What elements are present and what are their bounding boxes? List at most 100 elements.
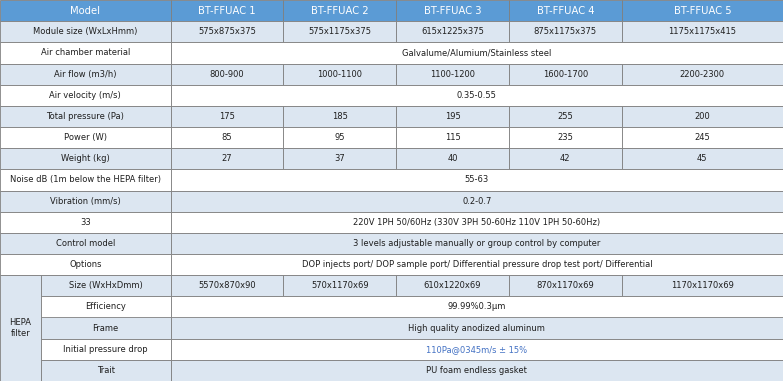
Text: Power (W): Power (W) (64, 133, 106, 142)
Bar (0, 64, 171, 85)
Bar (0, 169, 171, 190)
Bar (171, 64, 283, 85)
Text: Vibration (mm/s): Vibration (mm/s) (50, 197, 121, 206)
Bar (283, 21, 396, 42)
Bar (171, 21, 283, 42)
Text: Model: Model (70, 6, 100, 16)
Bar (283, 275, 396, 296)
Bar (622, 0, 783, 21)
Bar (0, 42, 171, 64)
Bar (171, 296, 783, 317)
Bar (171, 85, 783, 106)
Text: High quality anodized aluminum: High quality anodized aluminum (409, 323, 545, 333)
Text: DOP injects port/ DOP sample port/ Differential pressure drop test port/ Differe: DOP injects port/ DOP sample port/ Diffe… (301, 260, 652, 269)
Text: Noise dB (1m below the HEPA filter): Noise dB (1m below the HEPA filter) (10, 175, 161, 184)
Bar (171, 106, 283, 127)
Bar (0, 190, 171, 212)
Text: 570x1170x69: 570x1170x69 (311, 281, 369, 290)
Bar (509, 275, 622, 296)
Text: 37: 37 (334, 154, 345, 163)
Bar (0, 0, 171, 21)
Bar (0, 148, 171, 169)
Bar (171, 212, 783, 233)
Bar (396, 21, 509, 42)
Text: 200: 200 (695, 112, 710, 121)
Bar (41, 360, 171, 381)
Text: 610x1220x69: 610x1220x69 (424, 281, 482, 290)
Text: Air chamber material: Air chamber material (41, 48, 130, 58)
Text: 40: 40 (447, 154, 458, 163)
Text: 95: 95 (334, 133, 345, 142)
Text: 1000-1100: 1000-1100 (317, 70, 363, 78)
Text: Galvalume/Alumium/Stainless steel: Galvalume/Alumium/Stainless steel (402, 48, 551, 58)
Bar (622, 106, 783, 127)
Bar (41, 296, 171, 317)
Bar (171, 233, 783, 254)
Text: 115: 115 (445, 133, 460, 142)
Text: 575x875x375: 575x875x375 (198, 27, 256, 36)
Text: 175: 175 (219, 112, 235, 121)
Text: 195: 195 (445, 112, 460, 121)
Bar (171, 360, 783, 381)
Bar (171, 42, 783, 64)
Bar (283, 127, 396, 148)
Text: BT-FFUAC 1: BT-FFUAC 1 (198, 6, 256, 16)
Bar (622, 275, 783, 296)
Bar (622, 21, 783, 42)
Bar (509, 106, 622, 127)
Bar (283, 64, 396, 85)
Bar (0, 106, 171, 127)
Bar (171, 275, 283, 296)
Text: Control model: Control model (56, 239, 115, 248)
Bar (41, 317, 171, 339)
Text: 235: 235 (557, 133, 573, 142)
Text: 1175x1175x415: 1175x1175x415 (669, 27, 736, 36)
Bar (171, 0, 283, 21)
Bar (396, 127, 509, 148)
Text: 27: 27 (222, 154, 233, 163)
Text: Air velocity (m/s): Air velocity (m/s) (49, 91, 121, 100)
Text: 42: 42 (560, 154, 571, 163)
Bar (622, 148, 783, 169)
Text: 0.2-0.7: 0.2-0.7 (462, 197, 492, 206)
Bar (0, 212, 171, 233)
Bar (0, 127, 171, 148)
Bar (396, 275, 509, 296)
Text: Weight (kg): Weight (kg) (61, 154, 110, 163)
Bar (509, 64, 622, 85)
Bar (283, 0, 396, 21)
Text: 870x1170x69: 870x1170x69 (536, 281, 594, 290)
Bar (396, 0, 509, 21)
Text: Initial pressure drop: Initial pressure drop (63, 345, 148, 354)
Text: 1170x1170x69: 1170x1170x69 (671, 281, 734, 290)
Text: 615x1225x375: 615x1225x375 (421, 27, 484, 36)
Text: 575x1175x375: 575x1175x375 (309, 27, 371, 36)
Bar (0, 233, 171, 254)
Text: Air flow (m3/h): Air flow (m3/h) (54, 70, 117, 78)
Text: 110Pa@0345m/s ± 15%: 110Pa@0345m/s ± 15% (426, 345, 528, 354)
Bar (283, 148, 396, 169)
Bar (283, 106, 396, 127)
Bar (509, 0, 622, 21)
Text: 0.35-0.55: 0.35-0.55 (457, 91, 496, 100)
Bar (171, 190, 783, 212)
Text: Frame: Frame (92, 323, 119, 333)
Text: 185: 185 (332, 112, 348, 121)
Text: 800-900: 800-900 (210, 70, 244, 78)
Text: 245: 245 (695, 133, 710, 142)
Text: HEPA
filter: HEPA filter (9, 319, 31, 338)
Text: 220V 1PH 50/60Hz (330V 3PH 50-60Hz 110V 1PH 50-60Hz): 220V 1PH 50/60Hz (330V 3PH 50-60Hz 110V … (353, 218, 601, 227)
Text: 2200-2300: 2200-2300 (680, 70, 725, 78)
Text: BT-FFUAC 3: BT-FFUAC 3 (424, 6, 482, 16)
Text: Total pressure (Pa): Total pressure (Pa) (46, 112, 124, 121)
Bar (171, 127, 283, 148)
Text: 99.99%0.3μm: 99.99%0.3μm (448, 303, 506, 311)
Bar (171, 254, 783, 275)
Bar (0, 254, 171, 275)
Bar (509, 148, 622, 169)
Text: 875x1175x375: 875x1175x375 (534, 27, 597, 36)
Text: BT-FFUAC 2: BT-FFUAC 2 (311, 6, 369, 16)
Bar (396, 64, 509, 85)
Text: Options: Options (69, 260, 102, 269)
Text: 3 levels adjustable manually or group control by computer: 3 levels adjustable manually or group co… (353, 239, 601, 248)
